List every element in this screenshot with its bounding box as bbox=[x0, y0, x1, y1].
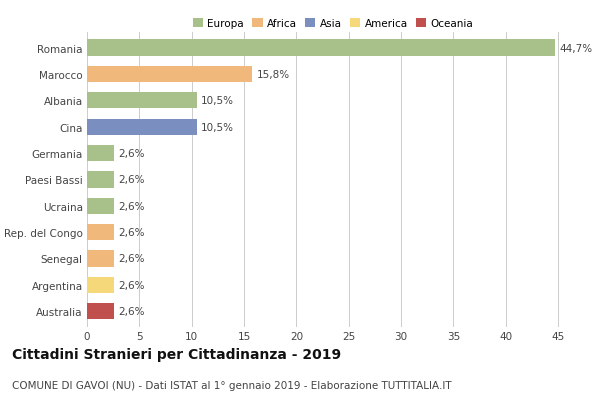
Bar bbox=[87, 146, 114, 162]
Text: 10,5%: 10,5% bbox=[201, 122, 234, 133]
Text: 2,6%: 2,6% bbox=[118, 280, 145, 290]
Text: Cittadini Stranieri per Cittadinanza - 2019: Cittadini Stranieri per Cittadinanza - 2… bbox=[12, 348, 341, 362]
Bar bbox=[87, 303, 114, 319]
Bar bbox=[87, 119, 197, 135]
Bar bbox=[87, 67, 253, 83]
Text: COMUNE DI GAVOI (NU) - Dati ISTAT al 1° gennaio 2019 - Elaborazione TUTTITALIA.I: COMUNE DI GAVOI (NU) - Dati ISTAT al 1° … bbox=[12, 380, 452, 390]
Bar bbox=[87, 251, 114, 267]
Text: 10,5%: 10,5% bbox=[201, 96, 234, 106]
Text: 2,6%: 2,6% bbox=[118, 306, 145, 317]
Legend: Europa, Africa, Asia, America, Oceania: Europa, Africa, Asia, America, Oceania bbox=[188, 14, 478, 33]
Text: 44,7%: 44,7% bbox=[559, 43, 592, 54]
Bar bbox=[87, 198, 114, 214]
Text: 2,6%: 2,6% bbox=[118, 149, 145, 159]
Bar bbox=[87, 93, 197, 109]
Text: 2,6%: 2,6% bbox=[118, 254, 145, 264]
Bar bbox=[87, 172, 114, 188]
Bar bbox=[87, 40, 555, 56]
Bar bbox=[87, 225, 114, 240]
Text: 2,6%: 2,6% bbox=[118, 201, 145, 211]
Text: 2,6%: 2,6% bbox=[118, 175, 145, 185]
Bar bbox=[87, 277, 114, 293]
Text: 15,8%: 15,8% bbox=[257, 70, 290, 80]
Text: 2,6%: 2,6% bbox=[118, 227, 145, 238]
